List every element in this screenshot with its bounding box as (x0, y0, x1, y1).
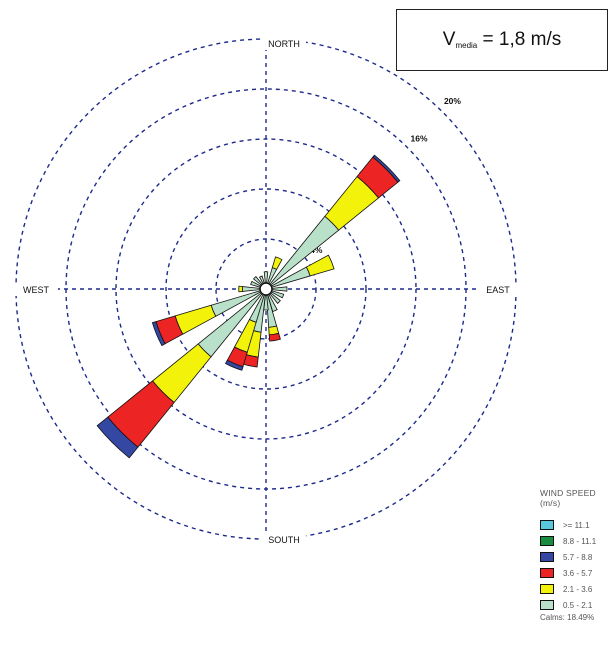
legend-swatch (540, 536, 554, 546)
legend-label: 5.7 - 8.8 (563, 552, 593, 562)
radial-ring (165, 188, 367, 390)
wind-sector-segment (96, 416, 139, 459)
legend-swatch (540, 600, 554, 610)
legend-label: 8.8 - 11.1 (563, 536, 597, 546)
wind-sector-segment (151, 321, 166, 347)
direction-label-bg (262, 534, 306, 546)
wind-sector-segment (263, 271, 269, 284)
direction-label-bg (262, 38, 306, 50)
legend-item: 8.8 - 11.1 (540, 533, 612, 549)
mean-speed-label: Vmedia = 1,8 m/s (442, 29, 562, 50)
legend-swatch (540, 584, 554, 594)
legend-label: 0.5 - 2.1 (563, 600, 593, 610)
wind-sector-segment (242, 286, 261, 292)
direction-label-south: SOUTH (268, 535, 300, 545)
legend-item: 3.6 - 5.7 (540, 565, 612, 581)
legend-label: 2.1 - 3.6 (563, 584, 593, 594)
wind-sector-segment (271, 256, 283, 270)
wind-sector-segment (225, 359, 244, 371)
legend-swatch (540, 552, 554, 562)
radial-tick-label: 20% (444, 96, 461, 106)
legend-item: 2.1 - 3.6 (540, 581, 612, 597)
legend-calms: Calms: 18.49% (540, 613, 595, 622)
legend-label: >= 11.1 (563, 520, 590, 530)
radial-tick-label: 16% (411, 133, 428, 143)
direction-label-bg (476, 284, 520, 296)
wind-sector-segment (174, 304, 217, 335)
direction-label-north: NORTH (268, 39, 300, 49)
wind-sector-segment (271, 286, 288, 292)
legend: WIND SPEED (m/s) >= 11.1 8.8 - 11.1 5.7 - … (540, 488, 612, 622)
wind-sector-segment (305, 254, 335, 277)
mean-speed-box: Vmedia = 1,8 m/s (396, 9, 608, 71)
wind-sector-segment (268, 332, 281, 342)
radial-tick-label: 4% (310, 245, 323, 255)
legend-item: 0.5 - 2.1 (540, 597, 612, 613)
direction-label-east: EAST (486, 285, 510, 295)
legend-swatch (540, 568, 554, 578)
legend-title: WIND SPEED (540, 488, 596, 498)
wind-sector-segment (238, 285, 244, 293)
wind-sector-segment (372, 154, 401, 183)
direction-label-bg (14, 284, 58, 296)
legend-unit: (m/s) (540, 498, 561, 508)
legend-item: 5.7 - 8.8 (540, 549, 612, 565)
calm-center-circle (259, 282, 273, 296)
legend-swatch (540, 520, 554, 530)
direction-label-west: WEST (23, 285, 50, 295)
legend-label: 3.6 - 5.7 (563, 568, 593, 578)
legend-item: >= 11.1 (540, 517, 612, 533)
